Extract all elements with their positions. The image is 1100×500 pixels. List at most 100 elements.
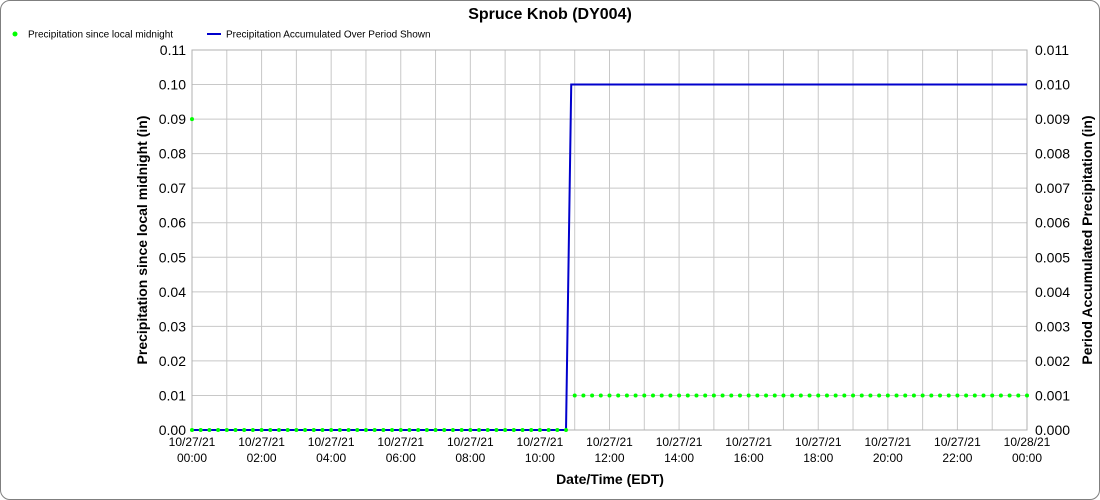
data-point-precip-midnight xyxy=(929,393,934,398)
data-point-precip-midnight xyxy=(868,393,873,398)
data-point-precip-midnight xyxy=(851,393,856,398)
y-left-tick-label: 0.11 xyxy=(160,42,186,58)
data-point-precip-midnight xyxy=(503,428,508,432)
y-left-tick-label: 0.10 xyxy=(159,77,186,93)
x-tick-time-label: 02:00 xyxy=(247,451,277,465)
data-point-precip-midnight xyxy=(816,393,821,398)
data-point-precip-midnight xyxy=(1007,393,1012,398)
data-point-precip-midnight xyxy=(659,393,664,398)
data-point-precip-midnight xyxy=(842,393,847,398)
data-point-precip-midnight xyxy=(450,428,455,432)
x-tick-time-label: 08:00 xyxy=(455,451,485,465)
y-right-tick-label: 0.004 xyxy=(1035,284,1070,300)
data-point-precip-midnight xyxy=(529,428,534,432)
x-tick-date-label: 10/27/21 xyxy=(447,435,494,449)
x-tick-date-label: 10/27/21 xyxy=(795,435,842,449)
data-point-precip-midnight xyxy=(485,428,490,432)
plot-area-border xyxy=(191,49,1028,431)
data-point-precip-midnight xyxy=(198,428,203,432)
data-point-precip-midnight xyxy=(276,428,281,432)
data-point-precip-midnight xyxy=(564,428,569,432)
data-point-precip-midnight xyxy=(242,428,247,432)
x-tick-date-label: 10/27/21 xyxy=(864,435,911,449)
y-left-tick-label: 0.05 xyxy=(159,249,186,265)
y-left-tick-label: 0.09 xyxy=(159,111,186,127)
data-point-precip-midnight xyxy=(938,393,943,398)
data-point-precip-midnight xyxy=(1025,393,1029,398)
y-right-tick-label: 0.003 xyxy=(1035,318,1070,334)
data-point-precip-midnight xyxy=(372,428,377,432)
y-right-tick-label: 0.002 xyxy=(1035,353,1070,369)
y-right-tick-label: 0.011 xyxy=(1035,42,1069,58)
chart-title: Spruce Knob (DY004) xyxy=(468,6,632,23)
data-point-precip-midnight xyxy=(798,393,803,398)
data-point-precip-midnight xyxy=(737,393,742,398)
data-point-precip-midnight xyxy=(824,393,829,398)
data-point-precip-midnight xyxy=(320,428,325,432)
data-point-precip-midnight xyxy=(998,393,1003,398)
data-point-precip-midnight xyxy=(633,393,638,398)
y-right-tick-label: 0.008 xyxy=(1035,146,1070,162)
data-point-precip-midnight xyxy=(311,428,316,432)
series-layer xyxy=(190,83,1029,432)
data-point-precip-midnight xyxy=(329,428,334,432)
grid-lines xyxy=(191,49,1028,431)
data-point-precip-midnight xyxy=(650,393,655,398)
data-point-precip-midnight xyxy=(494,428,499,432)
data-point-precip-midnight xyxy=(859,393,864,398)
data-point-precip-midnight xyxy=(990,393,995,398)
data-point-precip-midnight xyxy=(1016,393,1021,398)
data-point-precip-midnight xyxy=(964,393,969,398)
y-left-tick-label: 0.01 xyxy=(159,387,186,403)
data-point-precip-midnight xyxy=(363,428,368,432)
data-point-precip-midnight xyxy=(885,393,890,398)
data-point-precip-midnight xyxy=(598,393,603,398)
data-point-precip-midnight xyxy=(303,428,308,432)
data-point-precip-midnight xyxy=(694,393,699,398)
x-tick-time-label: 10:00 xyxy=(525,451,555,465)
y-axis-right-ticks: 0.000 0.001 0.002 0.003 0.004 0.005 0.006 0.007… xyxy=(1035,42,1070,438)
data-point-precip-midnight xyxy=(668,393,673,398)
data-point-precip-midnight xyxy=(642,393,647,398)
x-tick-time-label: 22:00 xyxy=(942,451,972,465)
y-axis-right-label: Period Accumulated Precipitation (in) xyxy=(1079,115,1095,364)
legend-marker-precip-midnight xyxy=(12,31,18,37)
y-right-tick-label: 0.007 xyxy=(1035,180,1070,196)
series-line-precip-accumulated xyxy=(192,83,1027,431)
data-point-precip-midnight xyxy=(511,428,516,432)
x-tick-date-label: 10/27/21 xyxy=(934,435,981,449)
data-point-precip-midnight xyxy=(259,428,264,432)
data-point-precip-midnight xyxy=(946,393,951,398)
x-tick-date-label: 10/27/21 xyxy=(517,435,564,449)
data-point-precip-midnight xyxy=(207,428,212,432)
data-point-precip-midnight xyxy=(268,428,273,432)
data-point-precip-midnight xyxy=(894,393,899,398)
data-point-precip-midnight xyxy=(537,428,542,432)
y-left-tick-label: 0.04 xyxy=(159,284,186,300)
data-point-precip-midnight xyxy=(442,428,447,432)
data-point-precip-midnight xyxy=(381,428,386,432)
data-point-precip-midnight xyxy=(903,393,908,398)
y-right-tick-label: 0.001 xyxy=(1035,387,1070,403)
data-point-precip-midnight xyxy=(190,117,194,122)
data-point-precip-midnight xyxy=(346,428,351,432)
data-point-precip-midnight xyxy=(546,428,551,432)
x-tick-time-label: 04:00 xyxy=(316,451,346,465)
legend: Precipitation since local midnight Preci… xyxy=(12,30,431,41)
data-point-precip-midnight xyxy=(807,393,812,398)
data-point-precip-midnight xyxy=(781,393,786,398)
y-right-tick-label: 0.000 xyxy=(1035,422,1070,438)
x-axis-label: Date/Time (EDT) xyxy=(556,471,664,487)
y-left-tick-label: 0.06 xyxy=(159,215,186,231)
data-point-precip-midnight xyxy=(390,428,395,432)
data-point-precip-midnight xyxy=(520,428,525,432)
data-point-precip-midnight xyxy=(685,393,690,398)
data-point-precip-midnight xyxy=(433,428,438,432)
x-tick-time-label: 06:00 xyxy=(386,451,416,465)
data-point-precip-midnight xyxy=(407,428,412,432)
x-tick-time-label: 14:00 xyxy=(664,451,694,465)
x-tick-date-label: 10/27/21 xyxy=(656,435,703,449)
data-point-precip-midnight xyxy=(711,393,716,398)
